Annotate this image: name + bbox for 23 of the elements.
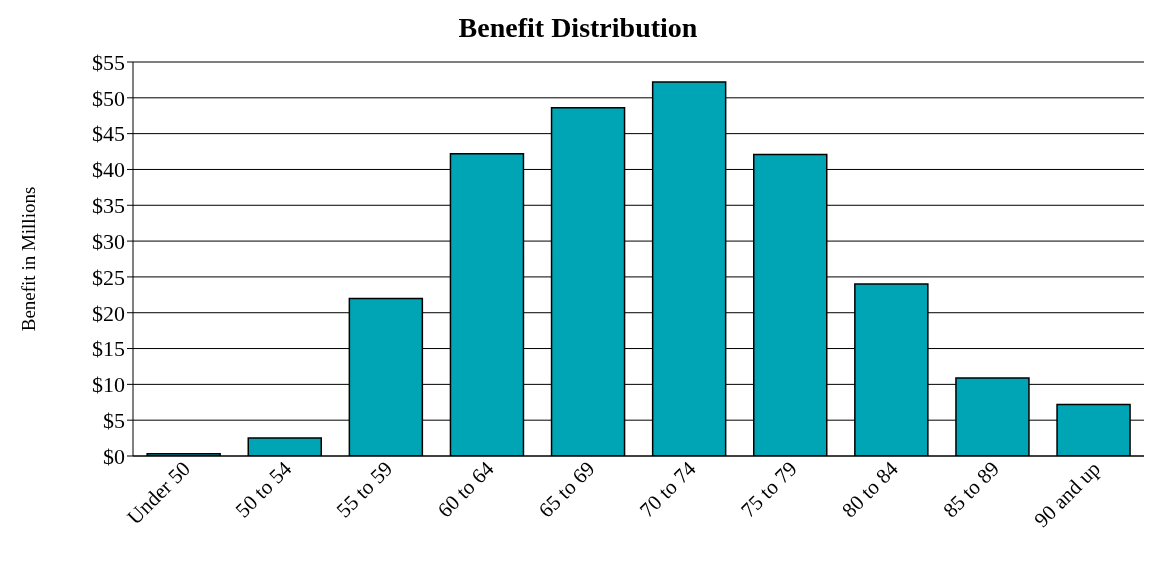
y-tick-label: $5 bbox=[103, 407, 125, 433]
x-tick-label: 70 to 74 bbox=[634, 456, 701, 523]
x-tick-label: 50 to 54 bbox=[230, 456, 297, 523]
x-tick-label: 90 and up bbox=[1029, 456, 1105, 533]
y-tick-label: $10 bbox=[92, 372, 125, 398]
y-tick-label: $40 bbox=[92, 157, 125, 183]
y-tick-label: $0 bbox=[103, 443, 125, 469]
x-tick-label: 85 to 89 bbox=[938, 456, 1004, 523]
y-tick-label: $55 bbox=[92, 49, 125, 75]
x-tick-label: 65 to 69 bbox=[533, 456, 600, 523]
y-axis-title: Benefit in Millions bbox=[17, 186, 39, 332]
y-tick-label: $30 bbox=[92, 228, 125, 254]
y-tick-label: $20 bbox=[92, 300, 125, 326]
y-tick-label: $25 bbox=[92, 264, 125, 290]
y-tick-label: $35 bbox=[92, 193, 125, 219]
x-tick-label: 60 to 64 bbox=[432, 456, 499, 523]
y-tick-label: $15 bbox=[92, 336, 125, 362]
x-tick-label: 75 to 79 bbox=[736, 456, 802, 523]
x-tick-label: 55 to 59 bbox=[331, 456, 398, 523]
x-tick-label: 80 to 84 bbox=[837, 456, 904, 523]
y-tick-label: $50 bbox=[92, 85, 125, 111]
chart-title: Benefit Distribution bbox=[457, 12, 699, 44]
y-tick-label: $45 bbox=[92, 121, 125, 147]
